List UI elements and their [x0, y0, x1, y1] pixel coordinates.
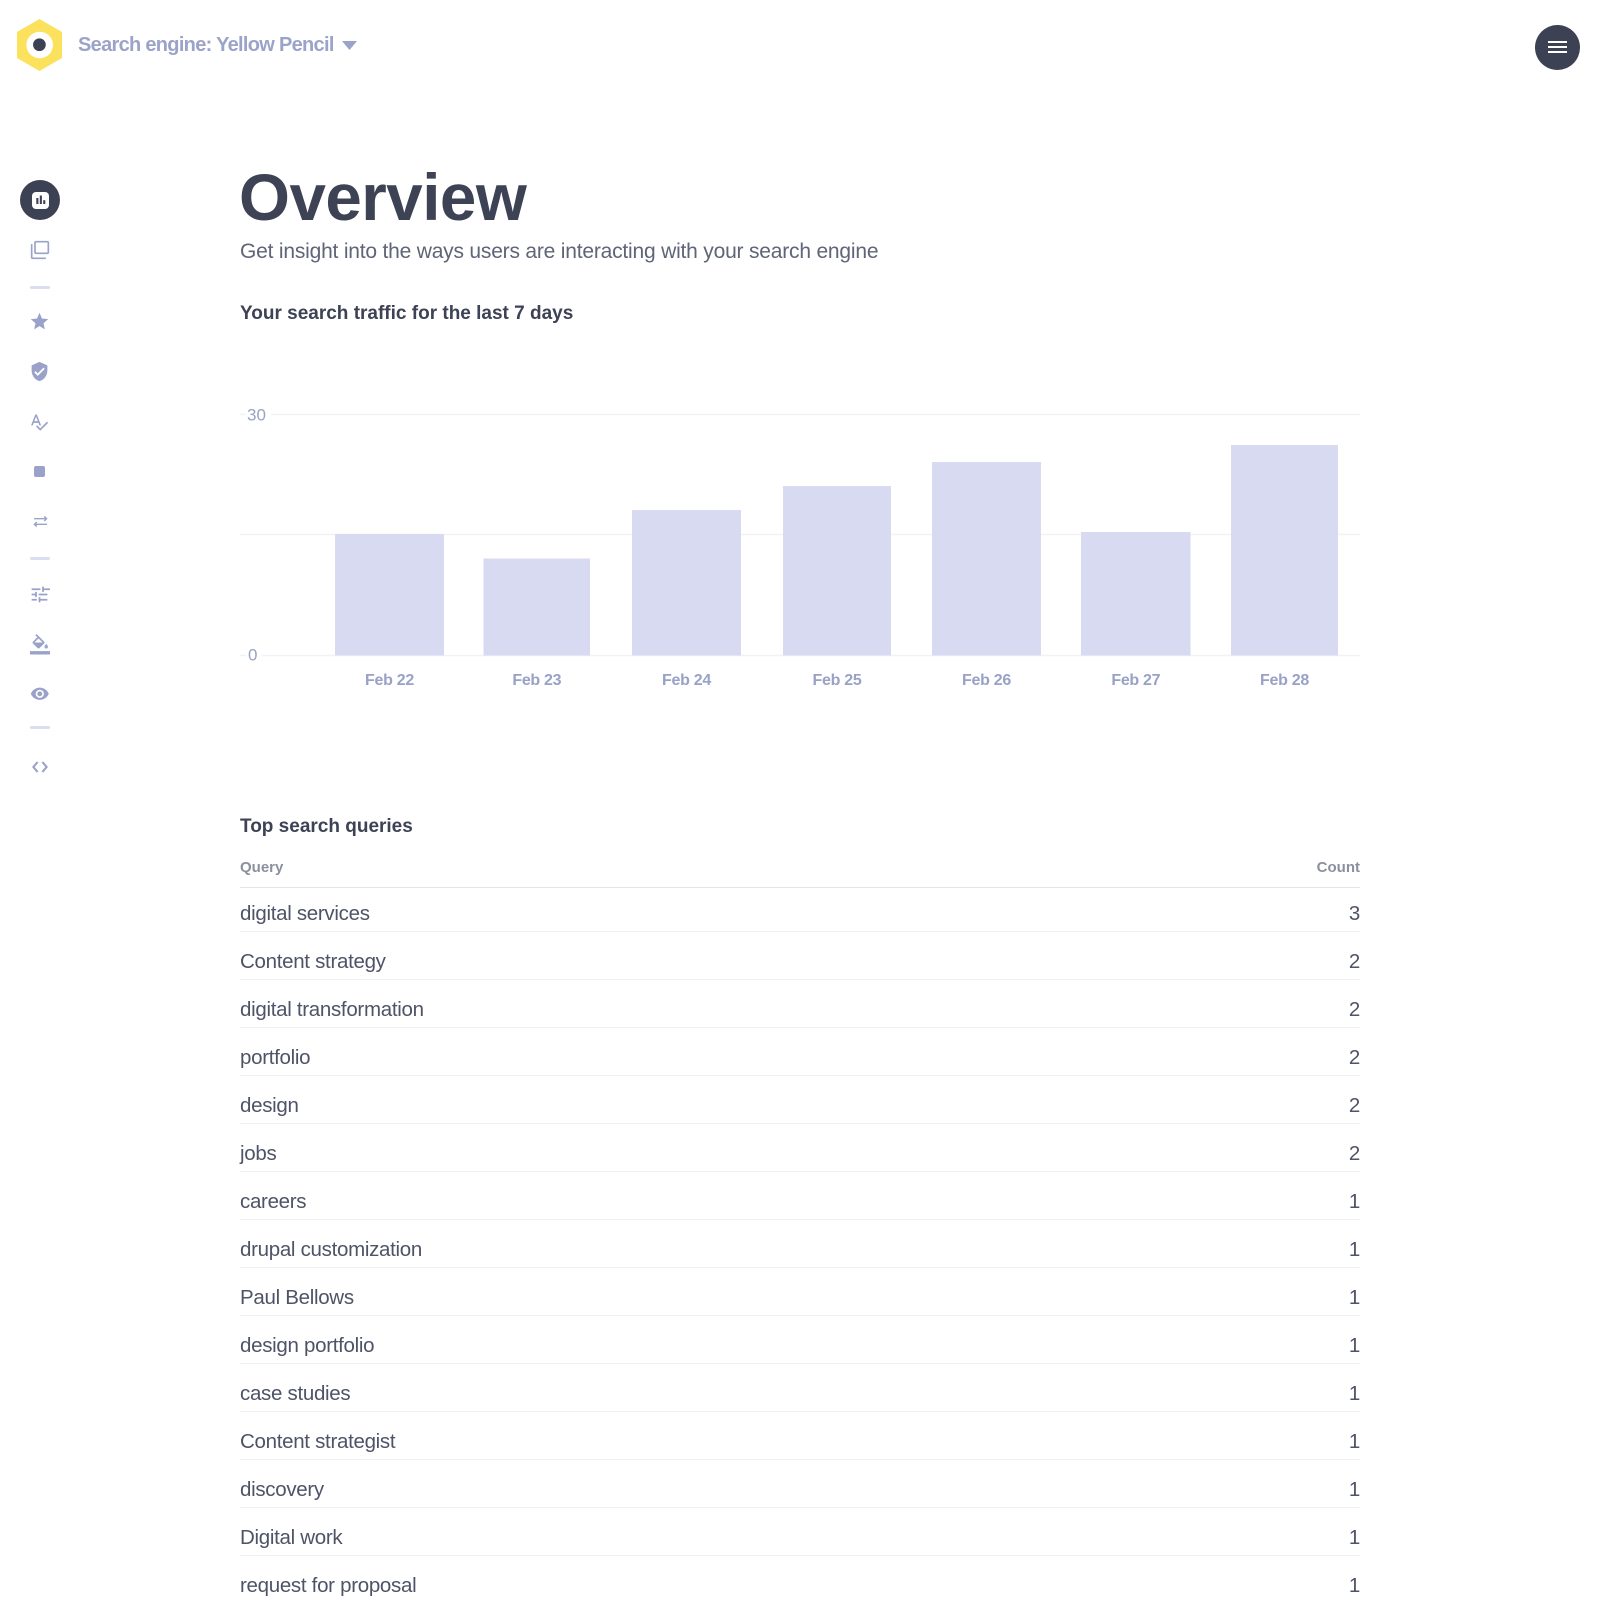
svg-text:Feb 24: Feb 24	[662, 672, 711, 689]
svg-text:Feb 22: Feb 22	[365, 672, 414, 689]
svg-text:Feb 28: Feb 28	[1260, 672, 1309, 689]
svg-text:Feb 26: Feb 26	[962, 672, 1011, 689]
svg-text:30: 30	[247, 406, 266, 425]
svg-text:0: 0	[248, 646, 257, 665]
svg-text:Feb 27: Feb 27	[1111, 672, 1160, 689]
svg-text:Feb 23: Feb 23	[512, 672, 561, 689]
svg-text:Feb 25: Feb 25	[813, 672, 862, 689]
